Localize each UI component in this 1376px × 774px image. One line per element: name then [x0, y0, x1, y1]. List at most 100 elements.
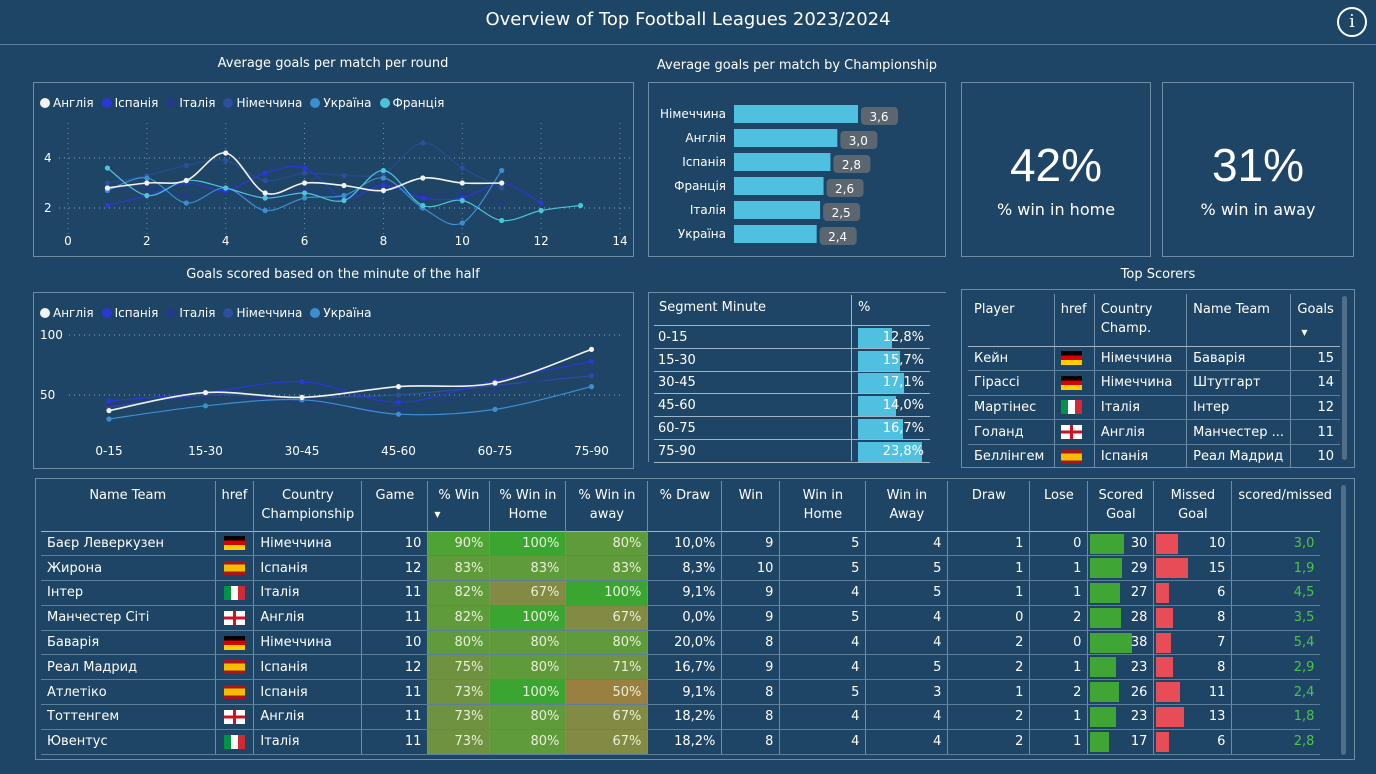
scorers-title: Top Scorers: [1120, 267, 1196, 282]
flag-italy-icon: [223, 734, 245, 749]
legend-item-ukraine[interactable]: Україна: [310, 96, 372, 110]
segment-header-minute[interactable]: Segment Minute: [659, 300, 767, 315]
scored-value: 28: [1130, 610, 1148, 626]
team-row[interactable]: Інтер Італія 11 82% 67% 100% 9,1% 9 4 5 1 1 27 6 4,5: [41, 580, 1321, 606]
teams-header-6[interactable]: % Win in away: [565, 481, 649, 531]
teams-header-1[interactable]: href: [215, 481, 255, 531]
header-label: Win in Away: [886, 488, 928, 522]
sort-desc-icon[interactable]: ▼: [434, 510, 441, 519]
cell-flag: [215, 729, 255, 755]
segment-header-pct[interactable]: %: [858, 300, 871, 315]
scorer-player: Беллінгем: [968, 444, 1055, 467]
teams-header-3[interactable]: Game: [361, 481, 429, 531]
legend-item-france[interactable]: Франція: [379, 96, 444, 110]
team-row[interactable]: Атлетіко Іспанія 11 73% 100% 50% 9,1% 8 5 3 1 2 26 11…: [41, 679, 1321, 706]
cell-missed: 6: [1153, 580, 1233, 606]
cell-ratio: 2,9: [1231, 654, 1321, 681]
legend-item-germany[interactable]: Німеччина: [223, 306, 302, 320]
scorer-row[interactable]: Мартінес Італія Інтер 12: [968, 395, 1340, 421]
teams-header-7[interactable]: % Draw: [647, 481, 723, 531]
missed-bar: [1156, 682, 1180, 703]
legend-item-england[interactable]: Англія: [40, 96, 94, 110]
missed-bar: [1156, 657, 1174, 678]
cell-country: Німеччина: [253, 630, 363, 656]
cell-country: Іспанія: [253, 654, 363, 681]
legend-item-italy[interactable]: Італія: [166, 96, 215, 110]
legend-item-germany[interactable]: Німеччина: [223, 96, 302, 110]
teams-header-9[interactable]: Win in Home: [779, 481, 867, 531]
teams-header-11[interactable]: Draw: [947, 481, 1031, 531]
team-row[interactable]: Баєр Леверкузен Німеччина 10 90% 100% 80% 10,0…: [41, 531, 1321, 557]
cell-away-pct: 67%: [565, 605, 649, 631]
line1-legend[interactable]: Англія Іспанія Італія Німеччина Україна Франц…: [40, 96, 444, 110]
segment-row[interactable]: 15-30 15,7%: [654, 350, 930, 372]
teams-header-0[interactable]: Name Team: [41, 481, 216, 531]
scorer-team: Манчестер ...: [1186, 419, 1292, 445]
teams-header-13[interactable]: Scored Goal: [1087, 481, 1155, 531]
scorers-header-0[interactable]: Player: [968, 294, 1055, 347]
teams-header-2[interactable]: Country Championship: [253, 481, 363, 531]
header-label: Country Championship: [261, 488, 355, 522]
bar: [734, 201, 821, 219]
data-point: [223, 185, 229, 191]
segment-pct: 17,1%: [882, 375, 924, 391]
line2-legend[interactable]: Англія Іспанія Італія Німеччина Україна: [40, 306, 372, 320]
segment-bar: [858, 373, 904, 394]
data-label-box: [840, 131, 878, 149]
scorer-flag-cell: [1054, 346, 1095, 372]
teams-header-12[interactable]: Lose: [1029, 481, 1089, 531]
scored-value: 26: [1130, 684, 1148, 700]
info-icon[interactable]: i: [1337, 7, 1367, 37]
teams-header-15[interactable]: scored/missed: [1232, 481, 1332, 531]
cell-draw-pct: 8,3%: [647, 555, 723, 582]
legend-item-spain[interactable]: Іспанія: [101, 96, 158, 110]
scorers-scrollbar[interactable]: [1342, 296, 1347, 460]
legend-item-england[interactable]: Англія: [40, 306, 94, 320]
cell-ratio: 1,9: [1231, 555, 1321, 582]
legend-item-spain[interactable]: Іспанія: [101, 306, 158, 320]
legend-label: Німеччина: [236, 96, 303, 110]
segment-row[interactable]: 0-15 12,8%: [654, 327, 930, 349]
team-row[interactable]: Тоттенгем Англія 11 73% 80% 67% 18,2% 8 4 4 2 1 23 13…: [41, 704, 1321, 730]
segment-row[interactable]: 45-60 14,0%: [654, 395, 930, 418]
data-point: [459, 197, 465, 204]
teams-header-14[interactable]: Missed Goal: [1153, 481, 1233, 531]
data-point: [183, 200, 189, 206]
team-row[interactable]: Ювентус Італія 11 73% 80% 67% 18,2% 8 4 4 2 1 17 6 2,8: [41, 729, 1321, 755]
bar-category-label: Італія: [690, 203, 726, 217]
scorer-row[interactable]: Гірассі Німеччина Штутгарт 14: [968, 370, 1340, 396]
data-label-box: [823, 203, 861, 221]
segment-row[interactable]: 75-90 23,8%: [654, 441, 930, 463]
cell-missed: 10: [1153, 531, 1233, 557]
cell-ratio: 2,4: [1231, 679, 1321, 706]
teams-header-5[interactable]: % Win in Home: [489, 481, 567, 531]
legend-item-ukraine[interactable]: Україна: [310, 306, 372, 320]
teams-scrollbar[interactable]: [1341, 485, 1346, 755]
teams-header-4[interactable]: % Win ▼: [427, 481, 491, 531]
scored-value: 27: [1130, 585, 1148, 601]
scorers-header-3[interactable]: Name Team: [1186, 294, 1292, 347]
scorer-row[interactable]: Голанд Англія Манчестер ... 11: [968, 419, 1340, 445]
team-row[interactable]: Баварія Німеччина 10 80% 80% 80% 20,0% 8 4 4 2 0 38 7…: [41, 630, 1321, 656]
segment-row[interactable]: 30-45 17,1%: [654, 372, 930, 395]
legend-dot-icon: [223, 308, 234, 318]
data-point: [202, 403, 209, 409]
team-row[interactable]: Манчестер Сіті Англія 11 82% 100% 67% 0,0% 9 5 4 0…: [41, 605, 1321, 631]
cell-away-pct: 50%: [565, 679, 649, 706]
legend-item-italy[interactable]: Італія: [166, 306, 215, 320]
cell-win-pct: 75%: [427, 654, 491, 681]
team-row[interactable]: Жирона Іспанія 12 83% 83% 83% 8,3% 10 5 5 1 1 29 15 1,…: [41, 555, 1321, 582]
scorers-header-1[interactable]: href: [1054, 294, 1095, 347]
sort-desc-icon[interactable]: ▼: [1301, 328, 1308, 337]
scorers-header-4[interactable]: Goals ▼: [1290, 294, 1340, 347]
scorer-row[interactable]: Беллінгем Іспанія Реал Мадрид 10: [968, 444, 1340, 467]
teams-header-10[interactable]: Win in Away: [865, 481, 949, 531]
data-point: [341, 197, 347, 204]
scorers-header-2[interactable]: Country Champ.: [1094, 294, 1188, 347]
team-row[interactable]: Реал Мадрид Іспанія 12 75% 80% 71% 16,7% 9 4 5 2 1 2…: [41, 654, 1321, 681]
segment-pct: 15,7%: [882, 352, 924, 368]
segment-row[interactable]: 60-75 16,7%: [654, 418, 930, 440]
teams-header-8[interactable]: Win: [721, 481, 781, 531]
scorer-row[interactable]: Кейн Німеччина Баварія 15: [968, 346, 1340, 372]
bar: [734, 105, 858, 123]
